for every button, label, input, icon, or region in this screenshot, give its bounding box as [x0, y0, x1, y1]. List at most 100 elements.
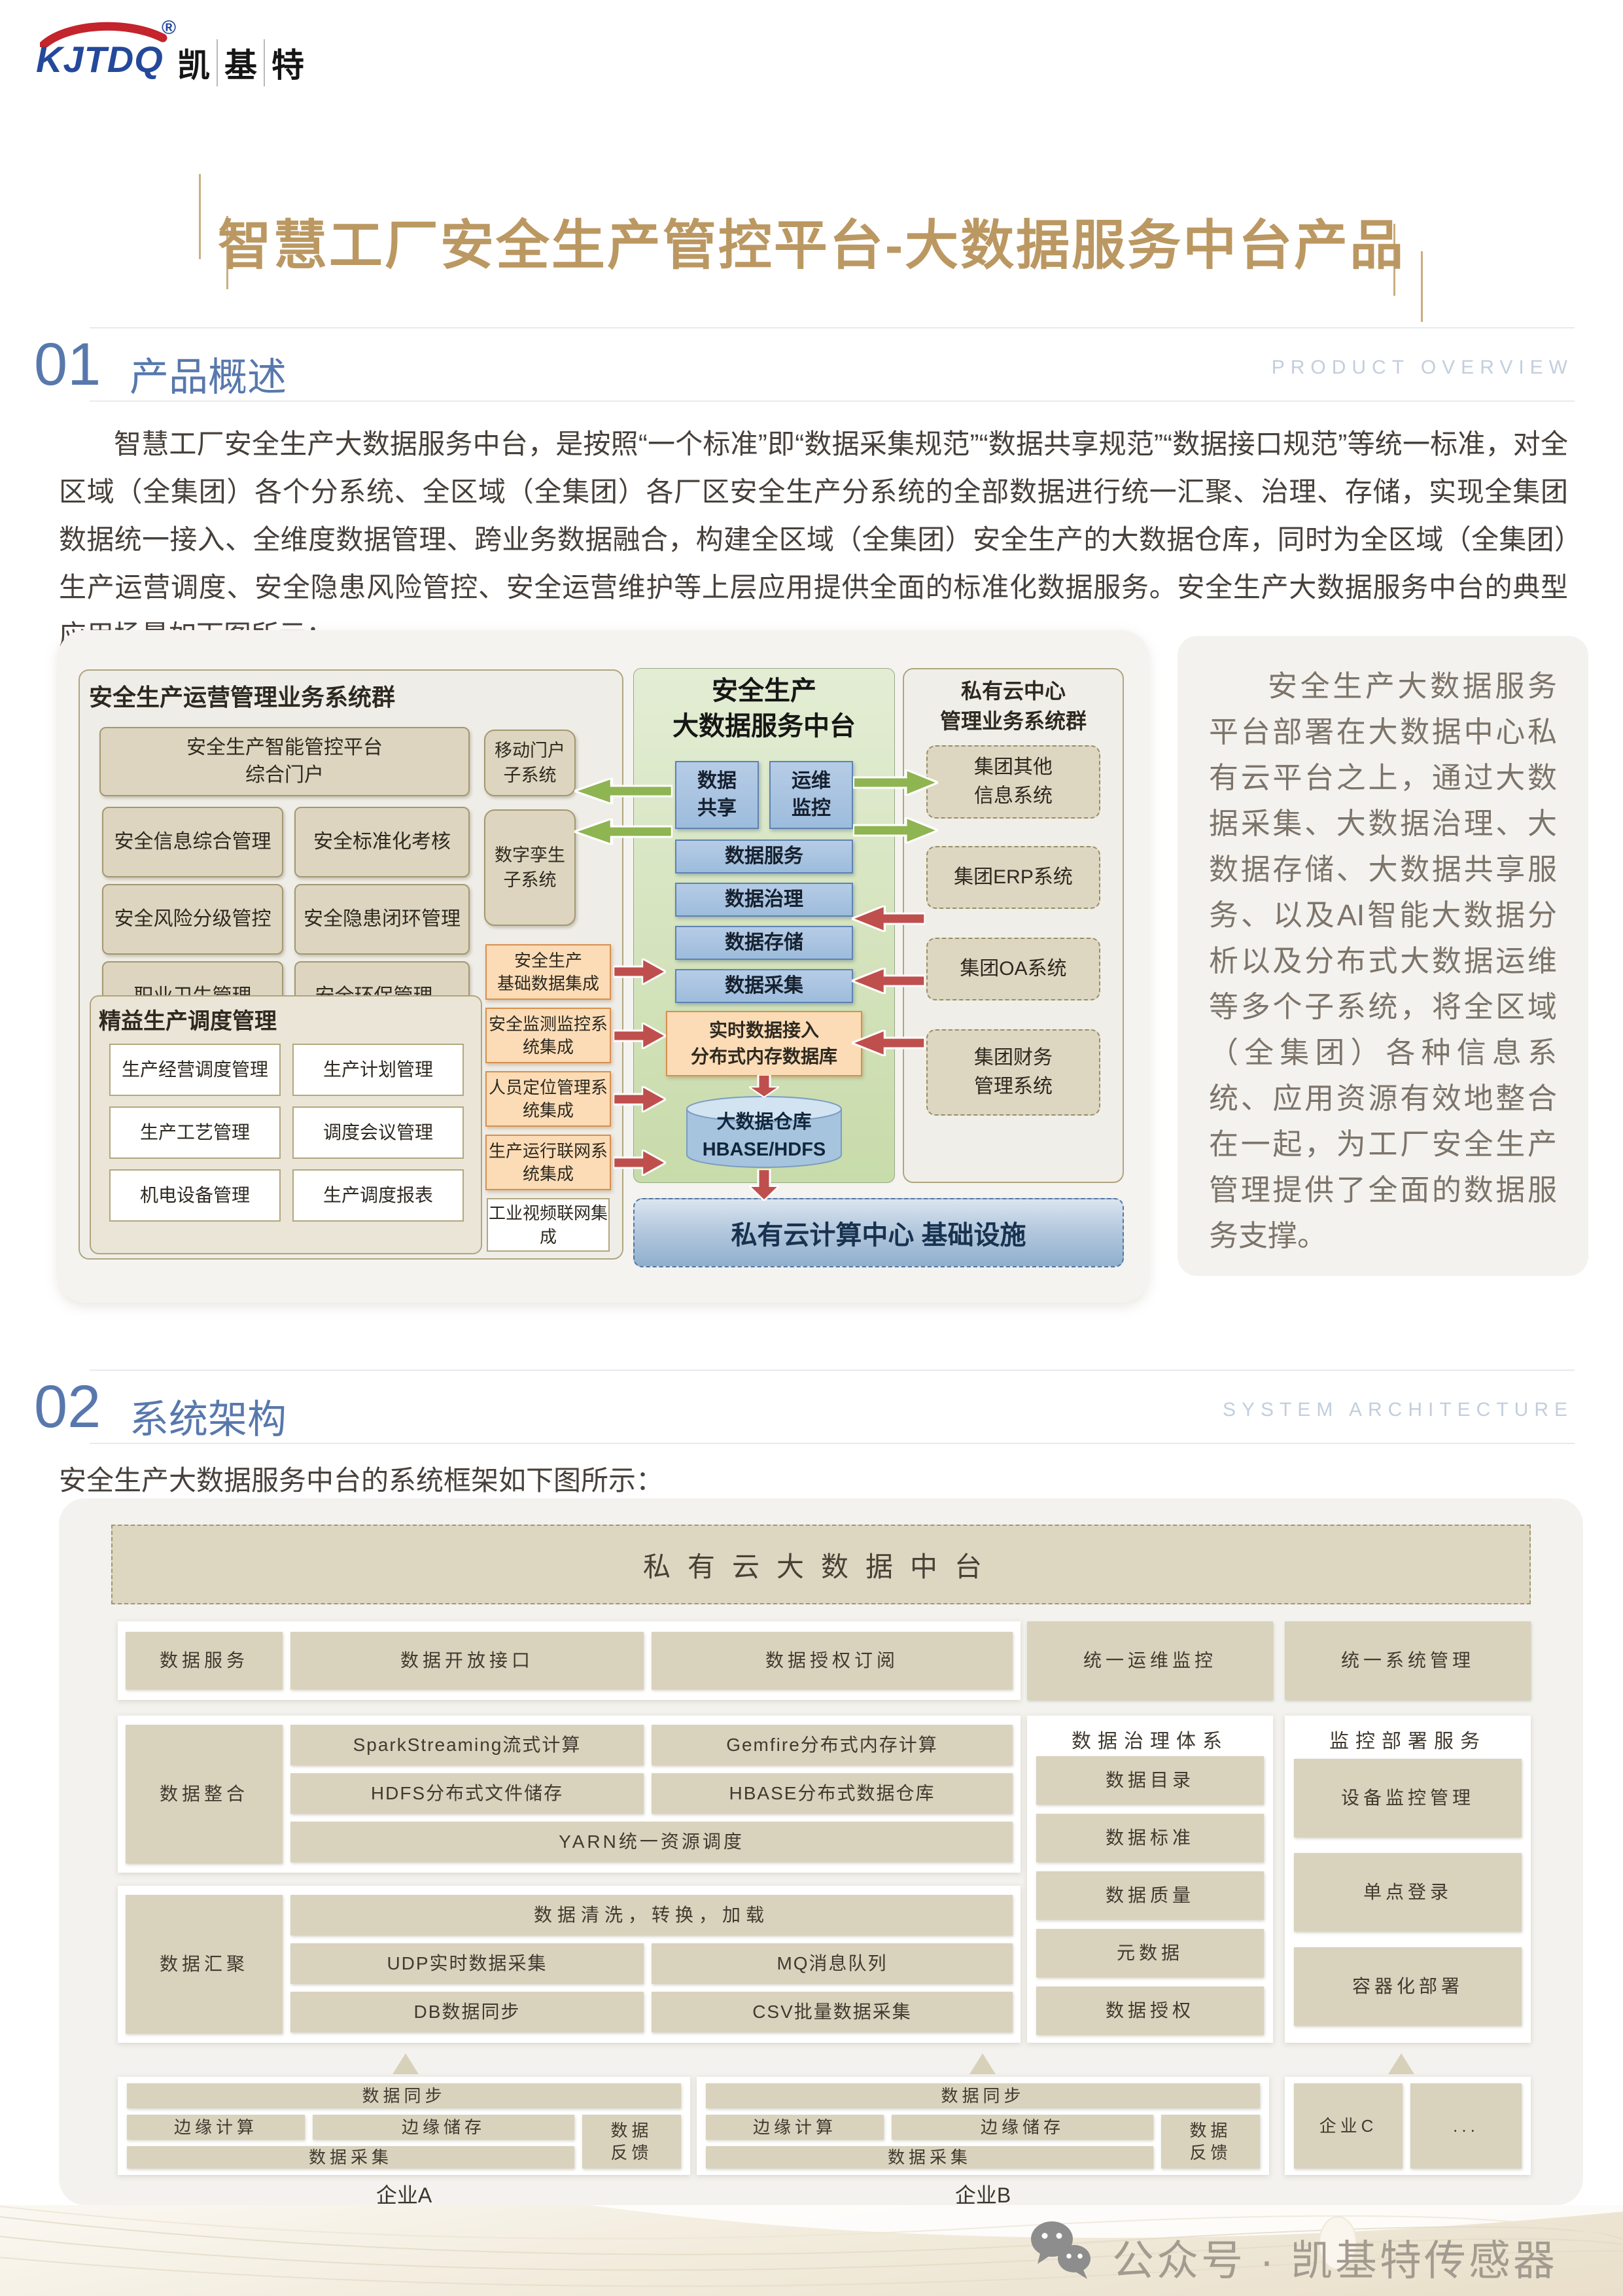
governance-box: 数据标准	[1036, 1814, 1264, 1862]
integration-box: 人员定位管理系 统集成	[485, 1071, 611, 1127]
logo-swoosh-icon	[40, 22, 167, 47]
governance-box: 数据目录	[1036, 1756, 1264, 1805]
section1-title: 产品概述	[130, 355, 287, 399]
data-warehouse-label: 大数据仓库 HBASE/HDFS	[702, 1112, 826, 1160]
integration-box: 安全生产 基础数据集成	[485, 944, 611, 1000]
private-cloud-infrastructure-bar: 私有云计算中心 基础设施	[633, 1198, 1124, 1267]
video-integration-box: 工业视频联网集 成	[487, 1198, 610, 1252]
center-blue-box: 数据 共享	[675, 761, 759, 829]
monitor-box: 容器化部署	[1294, 1947, 1522, 2026]
lean-panel-title: 精益生产调度管理	[99, 1009, 277, 1034]
lean-box: 生产计划管理	[292, 1044, 464, 1096]
db-sync-box: DB数据同步	[290, 1992, 644, 2032]
spark-streaming-box: SparkStreaming流式计算	[290, 1725, 644, 1765]
logo-brand-text: KJTDQ	[36, 39, 164, 80]
red-arrow-right	[614, 959, 666, 985]
overview-paragraph: 智慧工厂安全生产大数据服务中台，是按照“一个标准”即“数据采集规范”“数据共享规…	[59, 429, 1568, 650]
left-grid-box: 安全隐患闭环管理	[294, 884, 470, 955]
udp-collect-box: UDP实时数据采集	[290, 1943, 644, 1984]
left-grid-box: 安全标准化考核	[294, 807, 470, 877]
banner-decor-line	[1393, 224, 1395, 296]
ent-a-edge-store: 边缘储存	[313, 2115, 574, 2140]
logo-cn-text: 凯基特	[171, 39, 311, 86]
cloud-system-box: 集团其他 信息系统	[926, 745, 1100, 819]
center-blue-box: 数据采集	[675, 969, 853, 1003]
section1-subtitle: PRODUCT OVERVIEW	[1271, 357, 1573, 378]
center-blue-box: 数据治理	[675, 883, 853, 917]
section-divider	[90, 400, 1575, 402]
architecture-lead: 安全生产大数据服务中台的系统框架如下图所示：	[59, 1465, 664, 1496]
monitor-box: 设备监控管理	[1294, 1759, 1522, 1837]
governance-title: 数据治理体系	[1072, 1731, 1229, 1752]
lean-box: 生产工艺管理	[109, 1106, 281, 1159]
ent-a-edge-compute: 边缘计算	[127, 2115, 305, 2140]
red-arrow-right	[614, 1086, 666, 1112]
red-arrow-down	[749, 1075, 779, 1097]
page-title: 智慧工厂安全生产管控平台-大数据服务中台产品	[217, 216, 1406, 275]
right-panel-title: 私有云中心 管理业务系统群	[939, 679, 1087, 733]
logo-cn-char: 凯	[177, 47, 210, 84]
hbase-box: HBASE分布式数据仓库	[652, 1773, 1013, 1814]
yarn-box: YARN统一资源调度	[290, 1822, 1013, 1862]
green-arrow-left	[574, 778, 672, 804]
registered-mark: ®	[162, 17, 177, 39]
center-panel-title: 安全生产 大数据服务中台	[672, 677, 856, 741]
data-service-label: 数据服务	[126, 1632, 283, 1689]
data-integrate-label: 数据整合	[126, 1725, 283, 1863]
ent-a-feedback: 数据 反馈	[582, 2115, 681, 2168]
enterprise-b-label: 企业B	[954, 2183, 1011, 2207]
lean-box: 生产调度报表	[292, 1169, 464, 1222]
ent-b-feedback: 数据 反馈	[1161, 2115, 1260, 2168]
left-grid-box: 安全信息综合管理	[102, 807, 283, 877]
section2-title: 系统架构	[130, 1398, 287, 1441]
footer: 公众号 · 凯基特传感器	[0, 2205, 1623, 2296]
subsystem-box: 移动门户 子系统	[484, 730, 576, 796]
ent-b-edge-store: 边缘储存	[892, 2115, 1153, 2140]
unified-ops-monitor-box: 统一运维监控	[1027, 1621, 1273, 1700]
section2-number: 02	[34, 1373, 101, 1440]
etl-box: 数据清洗，转换，加载	[290, 1895, 1013, 1935]
gemfire-box: Gemfire分布式内存计算	[652, 1725, 1013, 1765]
ent-b-edge-compute: 边缘计算	[706, 2115, 884, 2140]
auth-subscribe-box: 数据授权订阅	[652, 1632, 1013, 1689]
red-arrow-left	[852, 968, 925, 994]
monitor-deploy-title: 监控部署服务	[1329, 1731, 1486, 1752]
red-arrow-left	[852, 1030, 925, 1056]
lean-box: 生产经营调度管理	[109, 1044, 281, 1096]
private-cloud-bigdata-bar: 私有云大数据中台	[111, 1525, 1531, 1604]
mq-queue-box: MQ消息队列	[652, 1943, 1013, 1984]
ent-a-sync: 数据同步	[127, 2083, 681, 2108]
system-architecture-diagram: 私有云大数据中台 数据服务 数据开放接口 数据授权订阅 统一运维监控 统一系统管…	[59, 1498, 1583, 2207]
application-scenario-diagram: 安全生产运营管理业务系统群 安全生产智能管控平台 综合门户 安全信息综合管理 安…	[58, 630, 1149, 1303]
open-api-box: 数据开放接口	[290, 1632, 644, 1689]
subsystem-box: 数字孪生 子系统	[484, 809, 576, 926]
ent-b-collect: 数据采集	[706, 2146, 1153, 2168]
ent-c-more-box: ...	[1410, 2083, 1522, 2168]
logo-cn-char: 特	[264, 39, 311, 86]
platform-description-note: 安全生产大数据服务平台部署在大数据中心私有云平台之上，通过大数据采集、大数据治理…	[1178, 636, 1588, 1276]
red-arrow-left	[852, 906, 925, 932]
wechat-icon	[1031, 2221, 1091, 2279]
up-triangle	[1388, 2053, 1414, 2074]
portal-box: 安全生产智能管控平台 综合门户	[99, 727, 470, 796]
up-triangle	[393, 2053, 419, 2074]
green-arrow-left	[574, 819, 672, 845]
unified-system-mgmt-box: 统一系统管理	[1285, 1621, 1531, 1700]
left-grid-box: 安全风险分级管控	[102, 884, 283, 955]
hdfs-box: HDFS分布式文件储存	[290, 1773, 644, 1814]
csv-collect-box: CSV批量数据采集	[652, 1992, 1013, 2032]
governance-box: 数据授权	[1036, 1987, 1264, 2035]
integration-box: 安全监测监控系 统集成	[485, 1008, 611, 1063]
center-blue-box: 数据存储	[675, 926, 853, 960]
up-triangle	[969, 2053, 996, 2074]
center-blue-box: 数据服务	[675, 839, 853, 874]
banner-decor-line	[226, 216, 228, 289]
monitor-box: 单点登录	[1294, 1853, 1522, 1932]
banner-decor-line	[1421, 251, 1423, 322]
section-divider	[90, 327, 1575, 328]
cloud-system-box: 集团ERP系统	[926, 846, 1100, 909]
cloud-system-box: 集团财务 管理系统	[926, 1029, 1100, 1116]
red-arrow-down	[749, 1169, 779, 1201]
integration-box: 生产运行联网系 统集成	[485, 1135, 611, 1190]
banner-decor-line	[199, 174, 201, 259]
